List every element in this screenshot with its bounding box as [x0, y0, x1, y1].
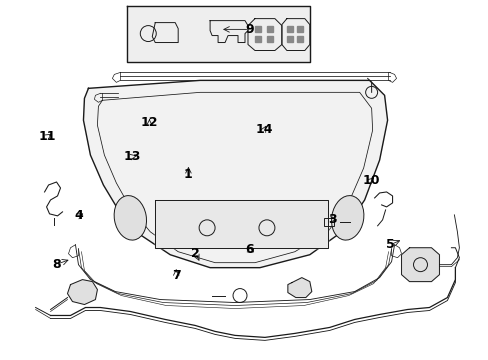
- Text: 9: 9: [244, 23, 253, 36]
- Text: 5: 5: [386, 238, 394, 251]
- Text: 13: 13: [123, 150, 141, 163]
- Polygon shape: [254, 36, 261, 41]
- Ellipse shape: [114, 195, 146, 240]
- Polygon shape: [67, 280, 97, 305]
- Polygon shape: [266, 36, 272, 41]
- Polygon shape: [155, 200, 327, 248]
- Bar: [323, 218, 333, 226]
- Polygon shape: [286, 26, 292, 32]
- Text: 11: 11: [38, 130, 56, 144]
- Polygon shape: [266, 26, 272, 32]
- Polygon shape: [401, 248, 439, 282]
- Polygon shape: [296, 36, 302, 41]
- Text: 8: 8: [52, 258, 61, 271]
- Text: 14: 14: [255, 123, 272, 136]
- Polygon shape: [287, 278, 311, 298]
- Polygon shape: [296, 26, 302, 32]
- Polygon shape: [127, 6, 309, 62]
- Text: 10: 10: [362, 174, 379, 186]
- Polygon shape: [254, 26, 261, 32]
- Text: 2: 2: [191, 247, 200, 260]
- Text: 7: 7: [171, 269, 180, 282]
- Text: 4: 4: [74, 210, 83, 222]
- Text: 12: 12: [141, 116, 158, 129]
- Polygon shape: [286, 36, 292, 41]
- Text: 1: 1: [183, 168, 192, 181]
- Polygon shape: [83, 80, 387, 268]
- Ellipse shape: [331, 195, 363, 240]
- Text: 6: 6: [244, 243, 253, 256]
- Text: 3: 3: [327, 213, 336, 226]
